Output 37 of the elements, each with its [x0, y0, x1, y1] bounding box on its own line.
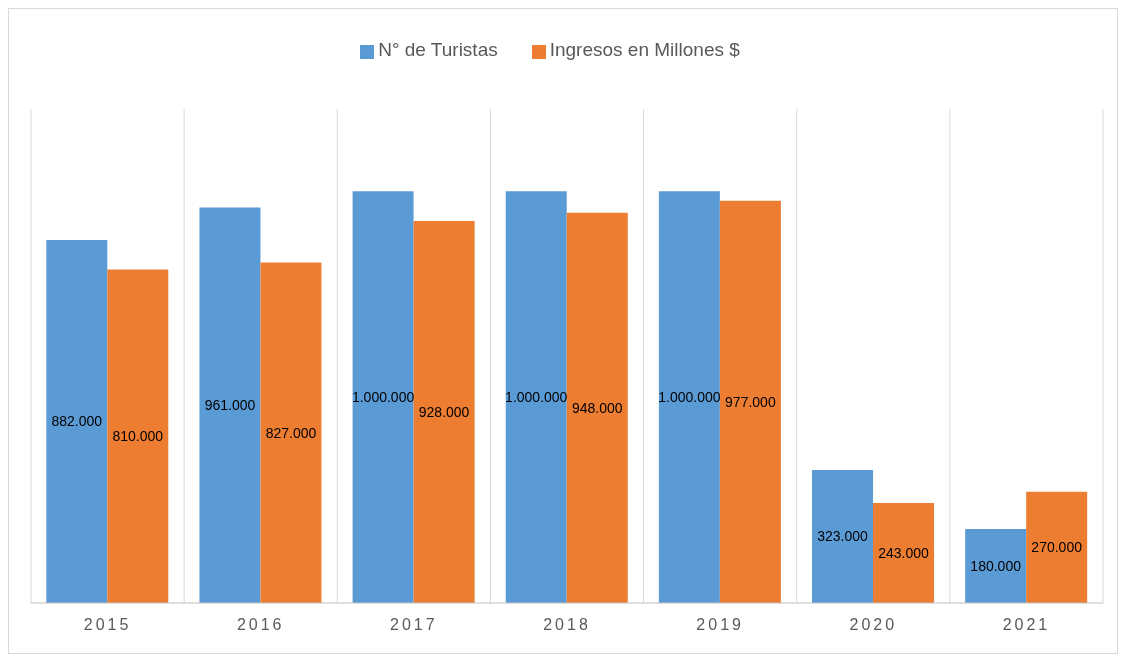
- data-label: 1.000.000: [658, 389, 721, 406]
- x-tick-label: 2018: [543, 616, 591, 634]
- data-label: 977.000: [725, 393, 776, 410]
- bar: [46, 239, 108, 603]
- data-label: 928.000: [418, 403, 470, 420]
- data-label: 323.000: [817, 528, 869, 545]
- x-tick-label: 2017: [390, 616, 438, 634]
- bar: [352, 191, 414, 603]
- bar: [873, 502, 935, 603]
- data-label: 243.000: [878, 544, 930, 561]
- legend-label: N° de Turistas: [378, 39, 498, 60]
- data-label: 827.000: [265, 424, 317, 441]
- bar: [812, 470, 874, 603]
- bar: [566, 212, 628, 603]
- x-tick-label: 2020: [849, 616, 898, 634]
- bar: [965, 528, 1027, 603]
- bar: [107, 269, 169, 603]
- x-tick-label: 2019: [696, 616, 744, 634]
- x-tick-label: 2021: [1002, 616, 1051, 634]
- bar: [1026, 491, 1088, 603]
- legend-label: Ingresos en Millones $: [549, 39, 740, 60]
- data-label: 810.000: [112, 428, 164, 445]
- bar: [260, 262, 322, 603]
- bar: [658, 191, 720, 603]
- bar: [199, 207, 261, 603]
- bar: [413, 220, 475, 603]
- data-label: 948.000: [571, 399, 623, 416]
- data-label: 961.000: [204, 397, 256, 414]
- data-label: 270.000: [1031, 539, 1083, 556]
- bar: [505, 191, 567, 603]
- bar: [719, 200, 781, 603]
- data-label: 180.000: [970, 557, 1022, 574]
- x-tick-label: 2015: [83, 616, 132, 634]
- data-label: 1.000.000: [351, 389, 415, 406]
- data-label: 882.000: [51, 413, 103, 430]
- x-tick-label: 2016: [236, 616, 285, 634]
- data-label: 1.000.000: [505, 389, 568, 406]
